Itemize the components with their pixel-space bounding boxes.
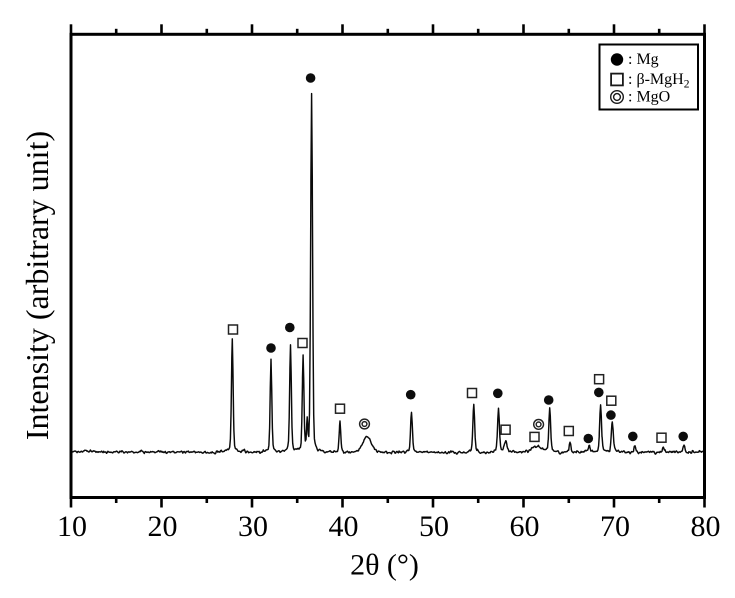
svg-text:20: 20 (148, 510, 178, 543)
svg-text:: Mg: : Mg (628, 51, 659, 68)
svg-text:: β-MgH2: : β-MgH2 (628, 71, 690, 91)
svg-text:50: 50 (419, 510, 449, 543)
svg-text:30: 30 (238, 510, 268, 543)
svg-text:10: 10 (57, 510, 87, 543)
svg-text:70: 70 (600, 510, 630, 543)
svg-text:: MgO: : MgO (628, 89, 670, 106)
svg-text:40: 40 (329, 510, 359, 543)
svg-text:80: 80 (691, 510, 721, 543)
svg-text:60: 60 (510, 510, 540, 543)
svg-text:Intensity (arbitrary unit): Intensity (arbitrary unit) (19, 131, 55, 440)
svg-text:2θ (°): 2θ (°) (350, 549, 419, 582)
